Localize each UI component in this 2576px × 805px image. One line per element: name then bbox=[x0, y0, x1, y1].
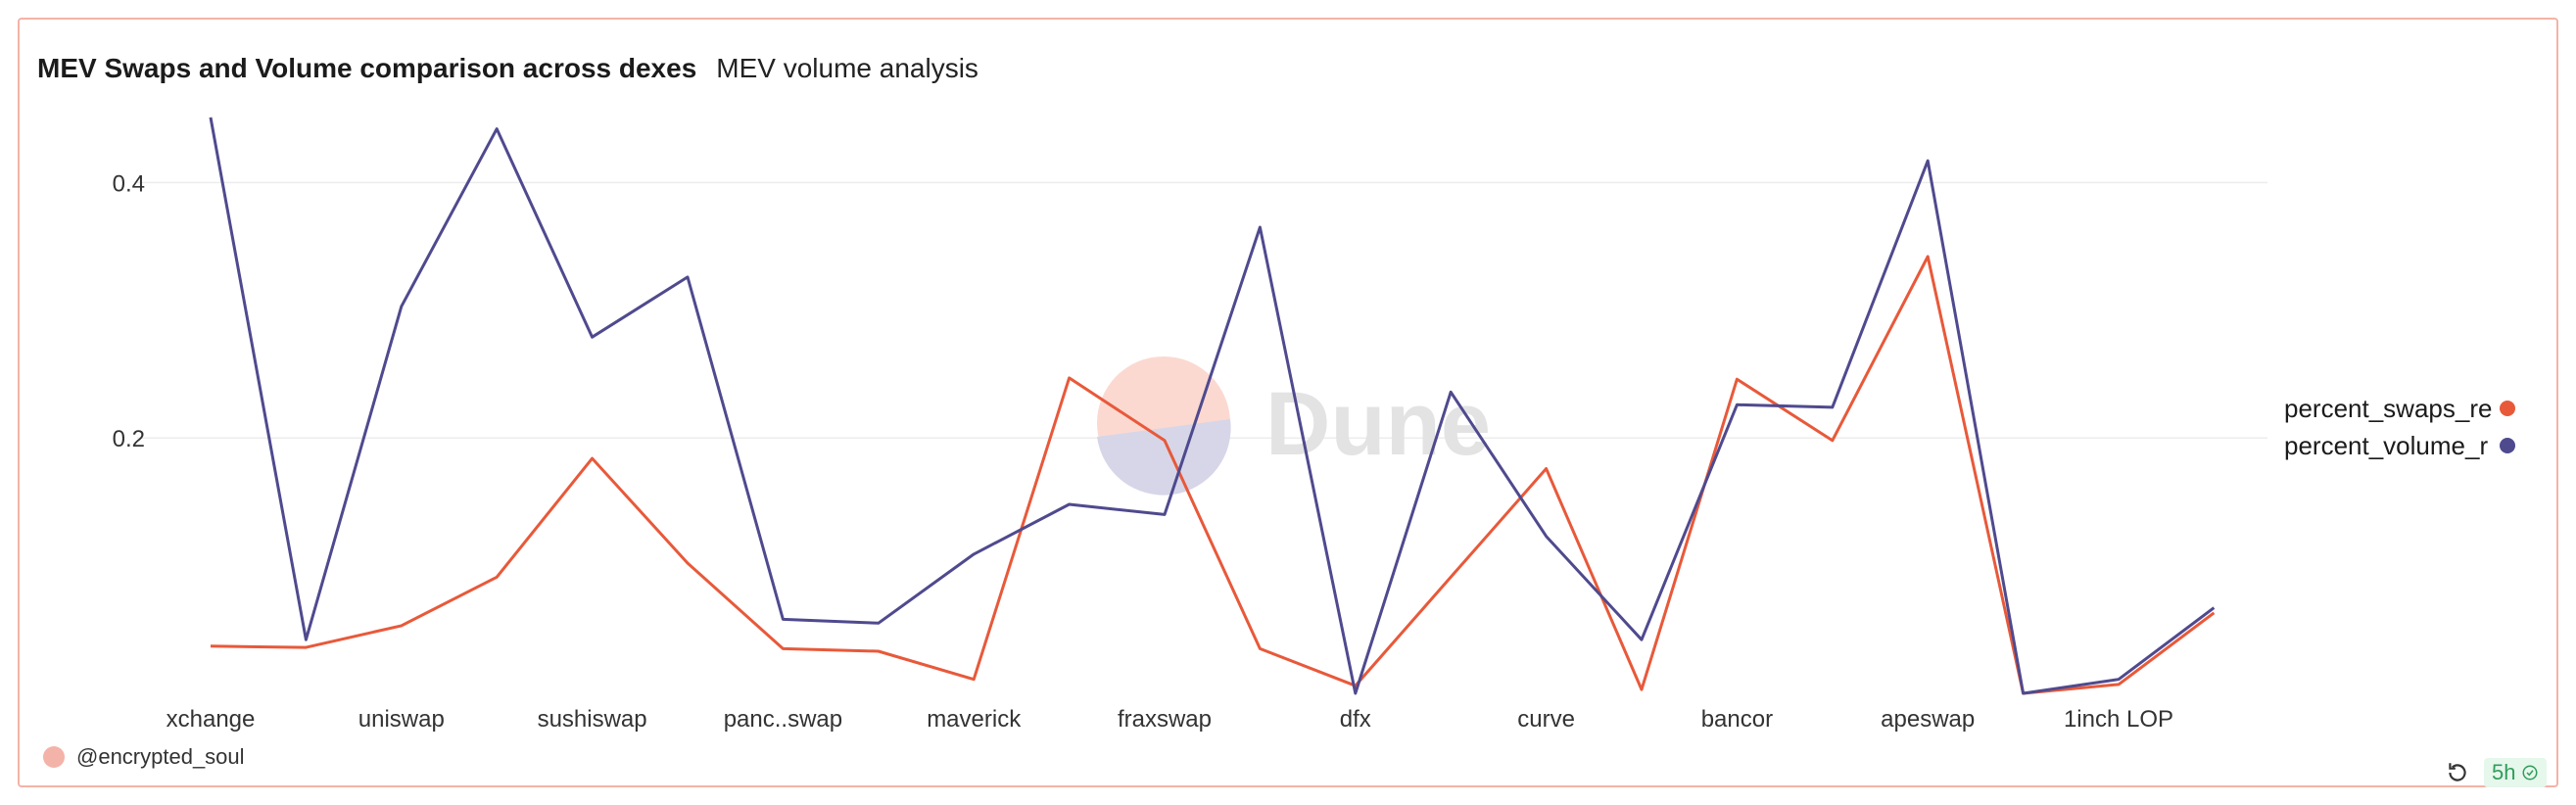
refresh-icon[interactable] bbox=[2445, 760, 2470, 785]
username: @encrypted_soul bbox=[76, 744, 245, 769]
legend-label-volume: percent_volume_r bbox=[2284, 430, 2489, 460]
x-tick-label: bancor bbox=[1701, 706, 1773, 733]
legend-label-swaps: percent_swaps_re bbox=[2284, 393, 2492, 423]
series-line-volume[interactable] bbox=[209, 117, 2216, 695]
y-axis: 0.2 0.4 bbox=[113, 170, 145, 452]
x-tick-label: xchange bbox=[167, 706, 256, 733]
chart-subtitle: MEV volume analysis bbox=[716, 53, 978, 83]
x-tick-label: dfx bbox=[1340, 706, 1371, 733]
x-tick-label: fraxswap bbox=[1118, 706, 1212, 733]
legend-dot-volume bbox=[2500, 438, 2515, 453]
chart-header: MEV Swaps and Volume comparison across d… bbox=[37, 53, 978, 84]
legend-item-volume[interactable]: percent_volume_r bbox=[2284, 427, 2515, 464]
x-tick-label: curve bbox=[1517, 706, 1575, 733]
legend: percent_swaps_re percent_volume_r bbox=[2284, 390, 2515, 464]
x-tick-label: uniswap bbox=[358, 706, 445, 733]
dune-watermark: Dune bbox=[1097, 356, 1491, 496]
series-lines bbox=[209, 117, 2216, 695]
watermark-logo-bottom bbox=[1097, 419, 1231, 496]
y-tick-label: 0.2 bbox=[113, 426, 145, 452]
age-text: 5h bbox=[2492, 760, 2516, 784]
footer-status: 5h bbox=[2445, 758, 2548, 787]
series-line-swaps[interactable] bbox=[210, 255, 2216, 695]
legend-item-swaps[interactable]: percent_swaps_re bbox=[2284, 390, 2515, 427]
check-circle-icon bbox=[2522, 765, 2538, 781]
x-axis: xchange uniswap sushiswap panc..swap maveric… bbox=[167, 706, 2173, 733]
x-tick-label: 1inch LOP bbox=[2064, 706, 2173, 733]
footer-user[interactable]: @encrypted_soul bbox=[43, 744, 245, 770]
x-tick-label: maverick bbox=[927, 706, 1022, 733]
age-badge: 5h bbox=[2484, 758, 2548, 787]
chart-title: MEV Swaps and Volume comparison across d… bbox=[37, 53, 697, 83]
x-tick-label: panc..swap bbox=[724, 706, 842, 733]
legend-dot-swaps bbox=[2500, 401, 2515, 416]
watermark-text: Dune bbox=[1265, 374, 1491, 474]
avatar bbox=[43, 746, 65, 768]
y-tick-label: 0.4 bbox=[113, 170, 145, 197]
x-tick-label: apeswap bbox=[1881, 706, 1975, 733]
x-tick-label: sushiswap bbox=[538, 706, 647, 733]
